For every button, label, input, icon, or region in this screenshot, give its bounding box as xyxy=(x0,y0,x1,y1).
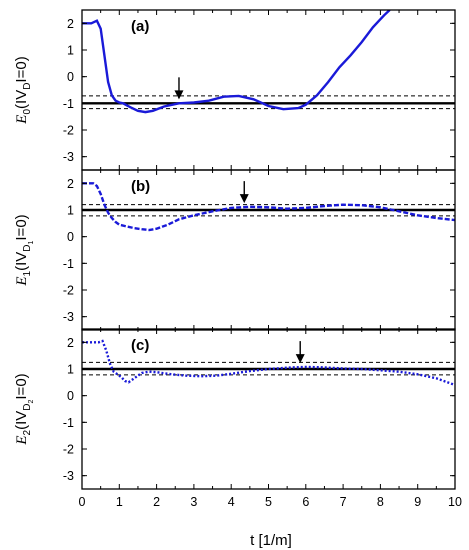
x-tick-label: 8 xyxy=(377,495,384,509)
y-axis-label: E0(IVDI=0) xyxy=(13,56,33,124)
y-axis-label-part: I=0) xyxy=(13,373,30,399)
y-axis-label: E1(IVD1I=0) xyxy=(13,214,35,286)
y-tick-label: 0 xyxy=(67,70,74,84)
x-tick-label: 1 xyxy=(116,495,123,509)
x-tick-label: 9 xyxy=(414,495,421,509)
y-axis-label-part: E xyxy=(14,435,30,445)
x-tick-label: 3 xyxy=(190,495,197,509)
series-line-dashed xyxy=(82,182,455,232)
x-axis-label: t [1/m] xyxy=(250,532,292,549)
y-tick-label: 0 xyxy=(67,230,74,244)
x-tick-label: 2 xyxy=(153,495,160,509)
y-axis-label-part: E xyxy=(14,276,30,286)
y-tick-label: -3 xyxy=(63,469,74,483)
y-tick-label: -3 xyxy=(63,310,74,324)
y-tick-label: -2 xyxy=(63,443,74,457)
y-tick-label: 1 xyxy=(67,44,74,58)
x-tick-label: 10 xyxy=(448,495,462,509)
arrow-head xyxy=(174,90,184,100)
panel-label: (b) xyxy=(131,178,150,195)
y-tick-label: 2 xyxy=(67,17,74,31)
y-tick-label: 1 xyxy=(67,204,74,218)
y-axis-label-part: D xyxy=(22,83,33,90)
x-tick-label: 4 xyxy=(228,495,235,509)
y-axis-label-part: (IV xyxy=(13,252,30,271)
y-tick-label: -1 xyxy=(63,97,74,111)
y-axis-label-part: I=0) xyxy=(13,214,30,240)
x-tick-label: 7 xyxy=(340,495,347,509)
panel-label: (a) xyxy=(131,18,149,35)
y-axis-label-part: 0 xyxy=(22,109,33,115)
y-tick-label: -2 xyxy=(63,124,74,138)
y-axis-label-part: D xyxy=(22,404,33,411)
y-axis-label-part: D xyxy=(22,245,33,252)
y-tick-label: -3 xyxy=(63,150,74,164)
y-axis-label-part: I=0) xyxy=(13,56,30,82)
x-tick-label: 6 xyxy=(302,495,309,509)
y-axis-label: E2(IVD2I=0) xyxy=(13,373,35,445)
y-axis-label-part: 2 xyxy=(22,429,33,435)
series-line-solid xyxy=(82,10,391,114)
y-tick-label: -1 xyxy=(63,416,74,430)
y-axis-label-part: E xyxy=(14,115,30,125)
arrow-head xyxy=(295,354,305,364)
y-tick-label: 2 xyxy=(67,177,74,191)
arrow-head xyxy=(239,194,249,204)
y-tick-label: -2 xyxy=(63,284,74,298)
y-tick-label: 1 xyxy=(67,363,74,377)
y-axis-label-part: (IV xyxy=(13,411,30,430)
x-tick-label: 5 xyxy=(265,495,272,509)
panel-label: (c) xyxy=(131,337,149,354)
x-tick-label: 0 xyxy=(79,495,86,509)
y-tick-label: 2 xyxy=(67,336,74,350)
y-axis-label-part: 2 xyxy=(28,400,35,404)
y-tick-label: 0 xyxy=(67,389,74,403)
series-line-dotted xyxy=(82,339,455,387)
y-tick-label: -1 xyxy=(63,257,74,271)
y-axis-label-part: 1 xyxy=(28,241,35,245)
y-axis-label-part: 1 xyxy=(22,270,33,276)
y-axis-label-part: (IV xyxy=(13,90,30,109)
